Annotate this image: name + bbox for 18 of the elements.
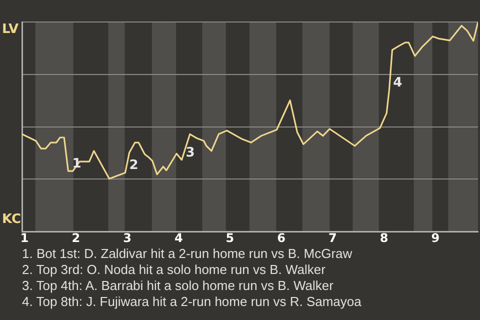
x-tick-label: 2 xyxy=(72,230,80,245)
x-tick-label: 9 xyxy=(431,230,440,245)
x-tick-label: 8 xyxy=(380,230,388,245)
text: 2. Top 3rd: O. Noda hit a solo home run vs B. Walker xyxy=(22,262,326,278)
text: KC xyxy=(2,212,22,227)
x-tick-label: 7 xyxy=(328,230,337,245)
annotation: 4 xyxy=(393,76,402,91)
x-tick-label: 6 xyxy=(277,230,286,245)
x-tick-label: 1 xyxy=(20,230,29,245)
text: LV xyxy=(2,22,19,37)
annotation: 3 xyxy=(186,145,195,160)
annotation: 2 xyxy=(129,158,138,174)
x-tick-label: 5 xyxy=(226,230,234,245)
x-tick-label: 4 xyxy=(174,230,183,245)
text: 4. Top 8th: J. Fujiwara hit a 2-run home run vs R. Samayoa xyxy=(22,294,362,310)
text: 1. Bot 1st: D. Zaldivar hit a 2-run home run vs B. McGraw xyxy=(22,246,354,262)
x-tick-label: 3 xyxy=(123,230,132,245)
text: 3. Top 4th: A. Barrabi hit a solo home run vs B. Walker xyxy=(22,278,334,294)
